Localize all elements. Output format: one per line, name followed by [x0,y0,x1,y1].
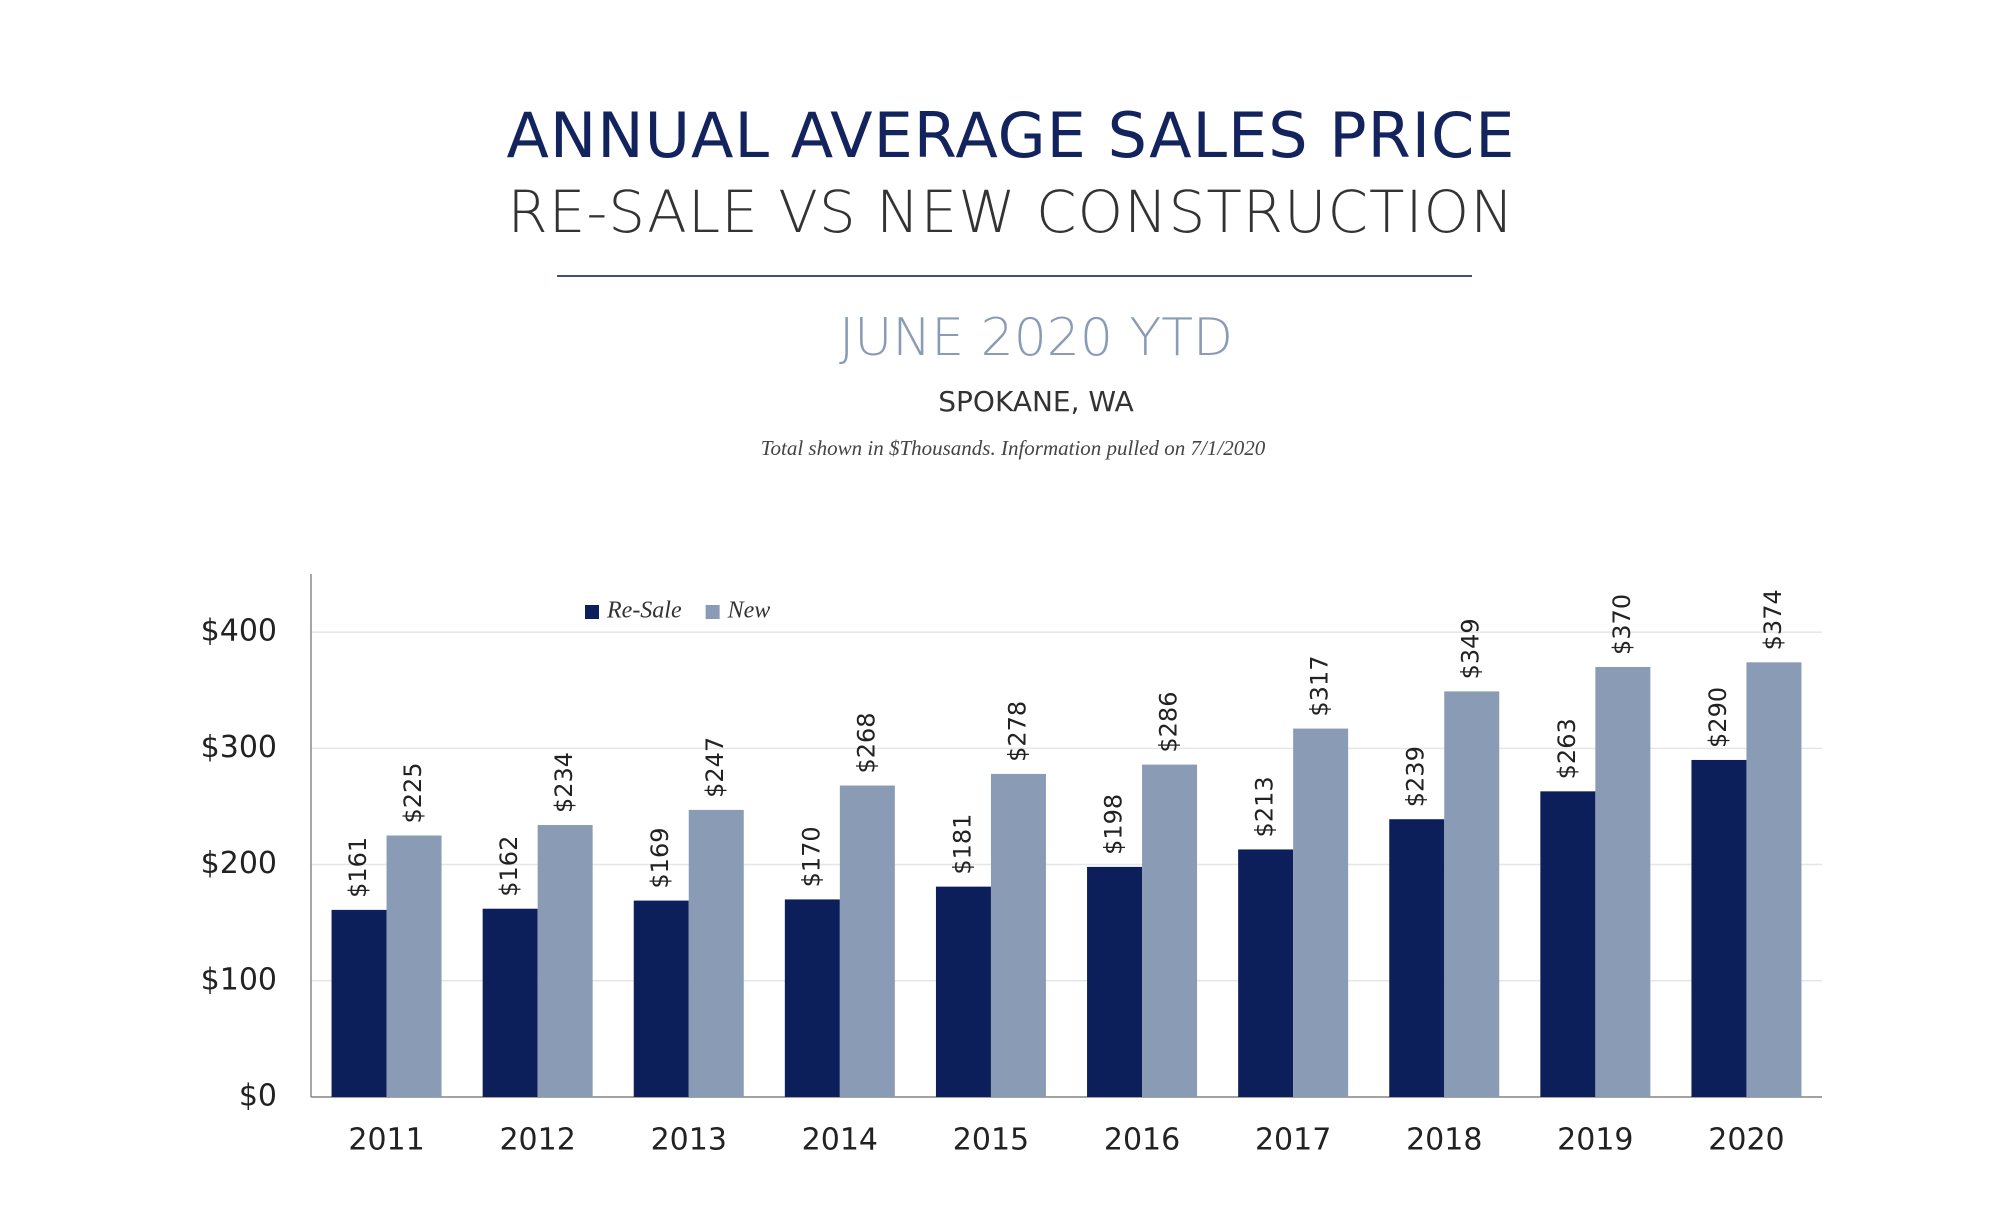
chart-subtitle: RE-SALE VS NEW CONSTRUCTION [507,178,1514,246]
value-label: $268 [852,712,880,773]
bar [1142,764,1198,1097]
x-tick-label: 2014 [802,1123,878,1158]
value-label: $317 [1306,655,1334,716]
y-tick-label: $400 [201,614,277,649]
y-tick-label: $0 [239,1079,277,1114]
bar [784,899,840,1097]
bar [990,773,1046,1097]
x-tick-label: 2018 [1406,1123,1482,1158]
value-label: $170 [797,826,825,887]
x-tick-label: 2012 [499,1123,575,1158]
legend-swatch [705,605,720,619]
value-label: $234 [550,752,578,813]
y-tick-label: $200 [201,846,277,881]
value-label: $181 [948,814,976,875]
value-label: $162 [495,836,523,897]
value-label: $169 [646,828,674,889]
x-tick-label: 2017 [1255,1123,1331,1158]
value-label: $278 [1003,701,1031,762]
chart-title: ANNUAL AVERAGE SALES PRICE [507,99,1516,172]
value-label: $370 [1608,594,1636,655]
x-tick-label: 2015 [953,1123,1029,1158]
value-label: $198 [1100,794,1128,855]
x-tick-label: 2019 [1557,1123,1633,1158]
y-tick-label: $100 [201,962,277,997]
bar [1087,866,1143,1097]
value-label: $247 [701,737,729,798]
bar [1293,728,1349,1097]
value-label: $225 [399,762,427,823]
bar [331,909,387,1097]
value-label: $349 [1457,618,1485,679]
value-label: $290 [1704,687,1732,748]
legend-label: Re-Sale [606,598,682,624]
x-tick-label: 2013 [651,1123,727,1158]
x-tick-label: 2011 [348,1123,424,1158]
value-label: $213 [1251,776,1279,837]
bar [1540,791,1596,1097]
legend-swatch [585,605,599,619]
note: Total shown in $Thousands. Information p… [761,436,1266,460]
value-label: $374 [1759,589,1787,650]
bar [633,900,689,1097]
bar [386,835,442,1097]
bar [839,785,895,1097]
value-label: $263 [1553,718,1581,779]
value-label: $161 [344,837,372,898]
legend-label: New [727,598,771,624]
period: JUNE 2020 YTD [839,308,1233,368]
bar [1238,849,1294,1097]
value-label: $286 [1155,692,1183,753]
bar [1691,759,1747,1097]
value-label: $239 [1402,746,1430,807]
y-tick-label: $300 [201,730,277,765]
x-tick-label: 2020 [1708,1123,1784,1158]
bar [482,908,538,1097]
bar [688,809,744,1097]
location: SPOKANE, WA [938,385,1133,418]
bar [537,825,593,1097]
bar [935,886,991,1097]
bar [1444,691,1500,1097]
bar [1746,662,1802,1097]
x-tick-label: 2016 [1104,1123,1180,1158]
bar [1389,819,1445,1097]
bar [1595,666,1651,1097]
